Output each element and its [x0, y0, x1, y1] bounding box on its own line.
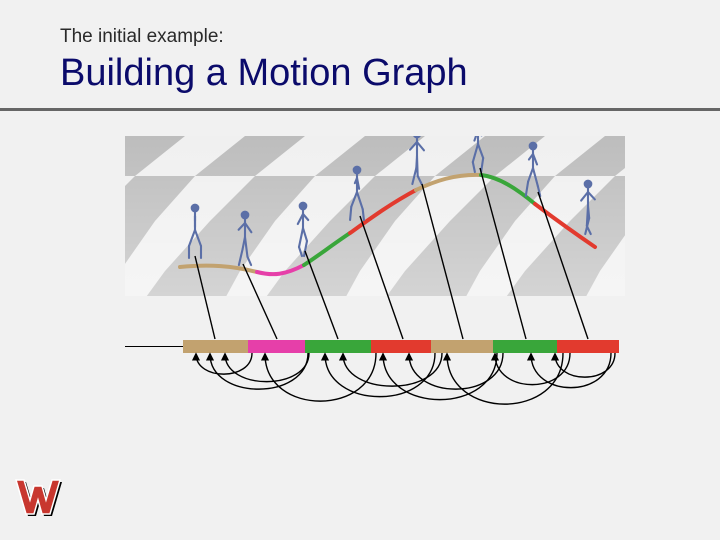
slide: The initial example: Building a Motion G… — [0, 0, 720, 540]
wisconsin-w-logo — [12, 474, 66, 518]
title-underline — [0, 108, 720, 111]
transition-arc — [555, 353, 615, 377]
graph-arrows — [125, 136, 625, 476]
transition-arc — [531, 353, 611, 388]
figure-to-bar-link — [422, 184, 463, 339]
transition-arc — [325, 353, 435, 397]
transition-arc — [447, 353, 563, 404]
slide-title: Building a Motion Graph — [60, 52, 468, 95]
transition-arc — [495, 353, 570, 385]
figure-to-bar-link — [243, 264, 277, 339]
transition-arc — [196, 353, 252, 374]
figure-to-bar-link — [538, 192, 588, 339]
figure-to-bar-link — [360, 216, 403, 339]
transition-arc — [383, 353, 497, 400]
motion-graph-diagram — [125, 136, 625, 476]
slide-subtitle: The initial example: — [60, 26, 224, 48]
figure-to-bar-link — [480, 168, 526, 339]
figure-to-bar-link — [195, 256, 215, 339]
figure-to-bar-link — [305, 251, 338, 339]
